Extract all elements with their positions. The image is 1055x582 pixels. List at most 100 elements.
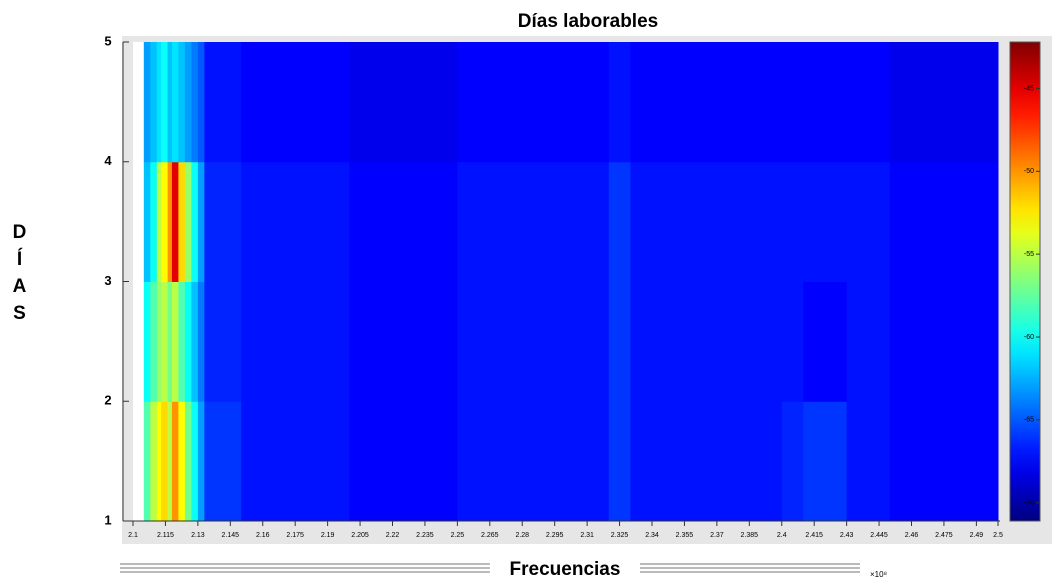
x-tick-label: 2.475 xyxy=(935,532,953,539)
heatmap-cell xyxy=(846,281,891,402)
heatmap-cell xyxy=(191,42,199,163)
heatmap-cell xyxy=(171,401,179,522)
heatmap-cell xyxy=(241,42,350,163)
heatmap-cell xyxy=(184,281,192,402)
heatmap-cell xyxy=(156,281,162,402)
heatmap-cell xyxy=(349,281,458,402)
heatmap-cell xyxy=(197,281,205,402)
heatmap-cell xyxy=(457,161,566,282)
heatmap-cell xyxy=(889,42,999,163)
heatmap-cell xyxy=(630,161,675,282)
heatmap-cell xyxy=(171,42,179,163)
y-tick-label: 4 xyxy=(104,153,112,168)
x-tick-label: 2.445 xyxy=(870,532,888,539)
heatmap-cell xyxy=(803,161,848,282)
heatmap-cell xyxy=(241,161,350,282)
x-tick-label: 2.175 xyxy=(286,532,304,539)
heatmap-cell xyxy=(781,42,804,163)
heatmap-cell xyxy=(803,401,848,522)
heatmap-cell xyxy=(143,281,151,402)
heatmap-cell xyxy=(457,42,566,163)
heatmap-cell xyxy=(673,161,783,282)
y-tick-label: 3 xyxy=(104,273,111,288)
x-tick-label: 2.295 xyxy=(546,532,564,539)
heatmap-cell xyxy=(630,281,675,402)
heatmap-cell xyxy=(161,281,169,402)
heatmap-cell xyxy=(156,42,162,163)
heatmap-cell xyxy=(781,161,804,282)
y-tick-label: 5 xyxy=(104,33,111,48)
heatmap-cell xyxy=(161,161,169,282)
y-tick-label: 1 xyxy=(104,512,111,527)
heatmap xyxy=(143,42,999,522)
heatmap-cell xyxy=(565,281,610,402)
heatmap-cell xyxy=(156,161,162,282)
heatmap-cell xyxy=(889,281,999,402)
colorbar-tick-label: -50 xyxy=(1024,168,1034,175)
x-tick-label: 2.28 xyxy=(515,532,529,539)
heatmap-cell xyxy=(889,401,999,522)
y-tick-label: 2 xyxy=(104,393,111,408)
heatmap-cell xyxy=(184,401,192,522)
heatmap-cell xyxy=(349,42,458,163)
colorbar-tick-label: -45 xyxy=(1024,85,1034,92)
x-tick-label: 2.5 xyxy=(993,532,1003,539)
heatmap-cell xyxy=(197,161,205,282)
x-tick-label: 2.115 xyxy=(157,532,174,539)
heatmap-cell xyxy=(150,42,158,163)
x-tick-label: 2.37 xyxy=(710,532,724,539)
heatmap-cell xyxy=(349,401,458,522)
colorbar-tick-label: -65 xyxy=(1024,417,1034,424)
heatmap-cell xyxy=(457,401,566,522)
x-tick-label: 2.16 xyxy=(256,532,270,539)
heatmap-cell xyxy=(565,161,610,282)
heatmap-cell xyxy=(178,42,186,163)
colorbar-tick-label: -60 xyxy=(1024,334,1034,341)
heatmap-cell xyxy=(191,281,199,402)
heatmap-cell xyxy=(161,401,169,522)
heatmap-cell xyxy=(204,401,242,522)
x-tick-label: 2.34 xyxy=(645,532,659,539)
x-tick-label: 2.205 xyxy=(351,532,369,539)
heatmap-cell xyxy=(167,42,173,163)
heatmap-cell xyxy=(178,281,186,402)
heatmap-cell xyxy=(167,401,173,522)
x-tick-label: 2.22 xyxy=(386,532,400,539)
x-tick-label: 2.31 xyxy=(580,532,594,539)
heatmap-cell xyxy=(204,161,242,282)
heatmap-cell xyxy=(167,281,173,402)
x-exponent: ×10⁸ xyxy=(870,570,887,579)
heatmap-cell xyxy=(204,42,242,163)
heatmap-cell xyxy=(846,161,891,282)
colorbar-tick-label: -55 xyxy=(1024,251,1034,258)
heatmap-cell xyxy=(204,281,242,402)
x-tick-label: 2.235 xyxy=(416,532,434,539)
heatmap-cell xyxy=(673,42,783,163)
heatmap-cell xyxy=(781,401,804,522)
heatmap-cell xyxy=(156,401,162,522)
x-tick-label: 2.145 xyxy=(222,532,240,539)
heatmap-cell xyxy=(191,161,199,282)
heatmap-cell xyxy=(803,281,848,402)
heatmap-cell xyxy=(171,281,179,402)
x-tick-label: 2.325 xyxy=(611,532,629,539)
heatmap-cell xyxy=(143,161,151,282)
x-tick-label: 2.415 xyxy=(805,532,823,539)
x-tick-label: 2.43 xyxy=(840,532,854,539)
heatmap-cell xyxy=(150,281,158,402)
heatmap-cell xyxy=(167,161,173,282)
heatmap-cell xyxy=(143,401,151,522)
heatmap-cell xyxy=(630,401,675,522)
x-tick-label: 2.385 xyxy=(741,532,759,539)
heatmap-cell xyxy=(171,161,179,282)
heatmap-cell xyxy=(781,281,804,402)
heatmap-cell xyxy=(846,42,891,163)
heatmap-cell xyxy=(150,401,158,522)
heatmap-cell xyxy=(161,42,169,163)
heatmap-cell xyxy=(184,161,192,282)
colorbar-tick-label: -70 xyxy=(1024,500,1034,507)
x-tick-label: 2.49 xyxy=(970,532,984,539)
x-tick-label: 2.19 xyxy=(321,532,335,539)
